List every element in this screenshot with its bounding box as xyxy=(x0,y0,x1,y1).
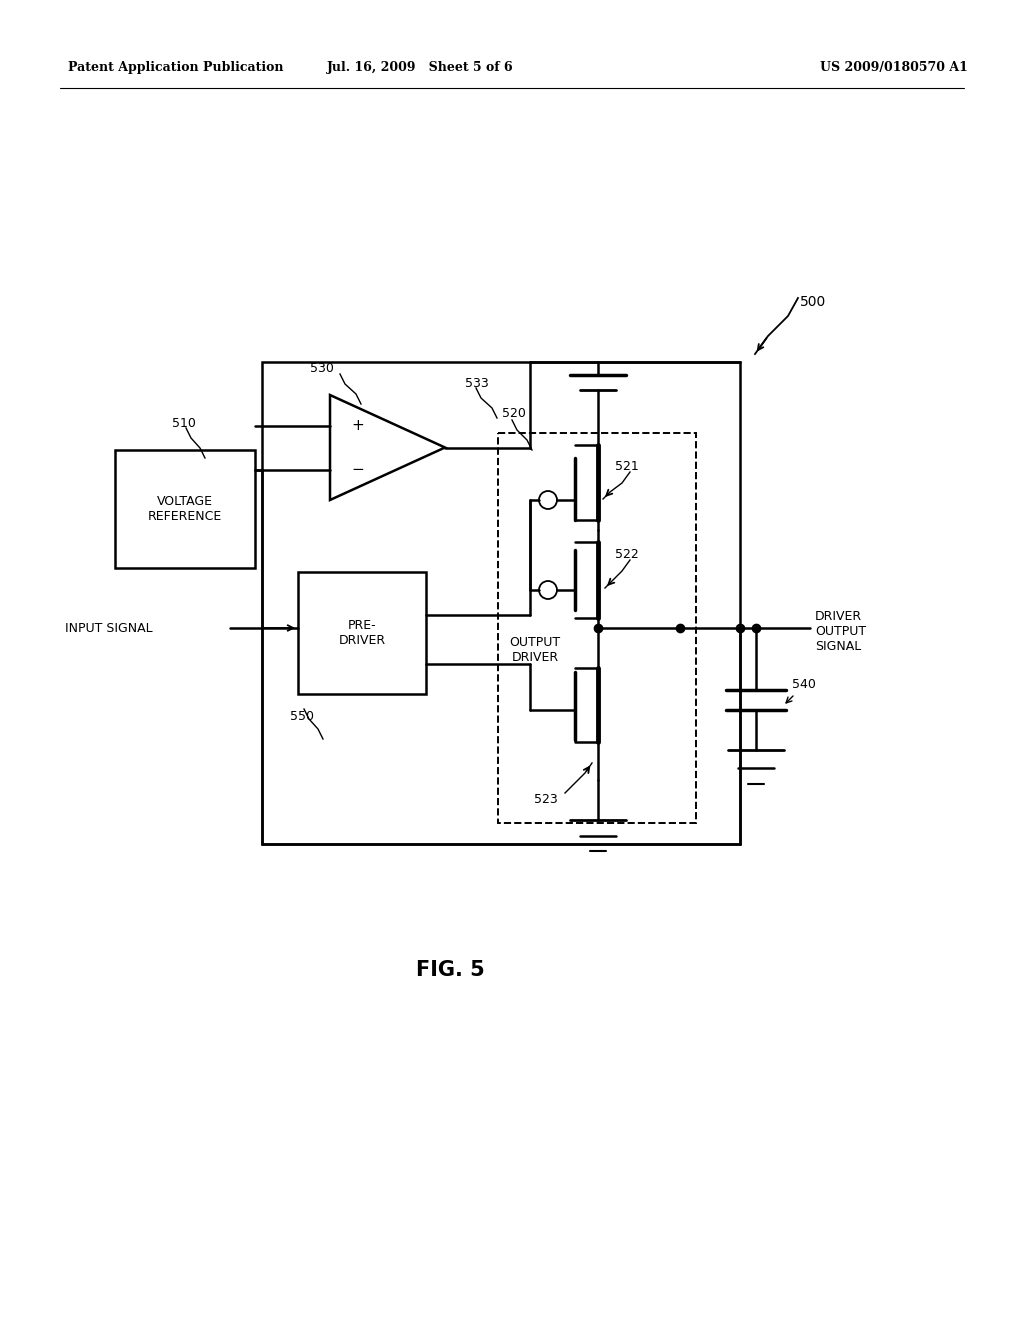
Text: Patent Application Publication: Patent Application Publication xyxy=(68,62,284,74)
Text: 522: 522 xyxy=(615,549,639,561)
Text: PRE-
DRIVER: PRE- DRIVER xyxy=(339,619,386,647)
Text: OUTPUT
DRIVER: OUTPUT DRIVER xyxy=(509,636,560,664)
Text: 523: 523 xyxy=(534,793,558,807)
Text: INPUT SIGNAL: INPUT SIGNAL xyxy=(65,622,153,635)
Text: US 2009/0180570 A1: US 2009/0180570 A1 xyxy=(820,62,968,74)
Bar xyxy=(262,362,740,843)
Text: −: − xyxy=(351,462,365,477)
Text: 550: 550 xyxy=(290,710,314,723)
Text: Jul. 16, 2009   Sheet 5 of 6: Jul. 16, 2009 Sheet 5 of 6 xyxy=(327,62,513,74)
Text: 540: 540 xyxy=(792,678,816,692)
Bar xyxy=(298,572,426,694)
Text: 510: 510 xyxy=(172,417,196,430)
Text: 500: 500 xyxy=(800,294,826,309)
Bar xyxy=(498,433,696,822)
Text: VOLTAGE
REFERENCE: VOLTAGE REFERENCE xyxy=(147,495,222,523)
Bar xyxy=(115,450,255,568)
Text: FIG. 5: FIG. 5 xyxy=(416,960,484,979)
Text: 521: 521 xyxy=(615,461,639,474)
Text: 520: 520 xyxy=(502,407,526,420)
Text: 530: 530 xyxy=(310,362,334,375)
Text: 533: 533 xyxy=(465,378,488,389)
Text: DRIVER
OUTPUT
SIGNAL: DRIVER OUTPUT SIGNAL xyxy=(815,610,866,653)
Text: +: + xyxy=(351,418,365,433)
